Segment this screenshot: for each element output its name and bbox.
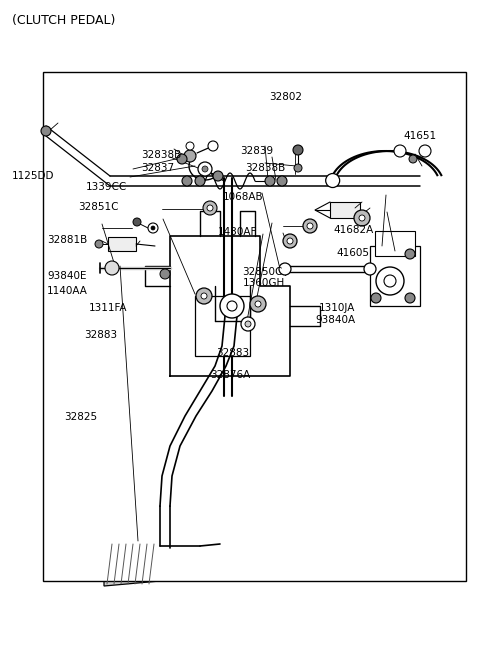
- Circle shape: [325, 174, 340, 188]
- Bar: [108, 237, 136, 251]
- Circle shape: [303, 219, 317, 233]
- Text: 41651: 41651: [403, 131, 436, 142]
- Circle shape: [265, 176, 275, 186]
- Text: 93840A: 93840A: [316, 315, 356, 325]
- Circle shape: [419, 145, 431, 157]
- Text: 32802: 32802: [269, 92, 302, 102]
- Text: 1430AF: 1430AF: [217, 226, 257, 237]
- Text: 32883: 32883: [84, 329, 117, 340]
- Circle shape: [105, 261, 119, 275]
- Text: 32881B: 32881B: [47, 235, 87, 245]
- Text: 32850C: 32850C: [242, 267, 283, 277]
- Text: 41682A: 41682A: [334, 224, 374, 235]
- Circle shape: [245, 321, 251, 327]
- Circle shape: [203, 201, 217, 215]
- Circle shape: [283, 234, 297, 248]
- Circle shape: [394, 145, 406, 157]
- Circle shape: [371, 293, 381, 303]
- Circle shape: [160, 269, 170, 279]
- Text: 41605: 41605: [336, 248, 369, 258]
- Text: 1310JA: 1310JA: [319, 303, 356, 314]
- Circle shape: [405, 293, 415, 303]
- Bar: [43, 72, 466, 581]
- Text: 93840E: 93840E: [47, 270, 86, 281]
- Circle shape: [207, 205, 213, 211]
- Circle shape: [241, 317, 255, 331]
- Circle shape: [279, 263, 291, 275]
- Circle shape: [287, 238, 293, 244]
- Circle shape: [227, 301, 237, 311]
- Text: 32851C: 32851C: [78, 202, 119, 213]
- Circle shape: [202, 166, 208, 172]
- Bar: [375, 231, 415, 256]
- Text: 32839: 32839: [240, 146, 273, 156]
- Circle shape: [148, 223, 158, 233]
- Circle shape: [364, 263, 376, 275]
- Text: 32838B: 32838B: [245, 163, 285, 173]
- Circle shape: [277, 176, 287, 186]
- Circle shape: [384, 275, 396, 287]
- Text: 1311FA: 1311FA: [89, 303, 127, 314]
- Bar: [330, 202, 360, 218]
- Bar: [370, 246, 420, 306]
- Circle shape: [213, 171, 223, 181]
- Text: 32838B: 32838B: [142, 150, 182, 160]
- Circle shape: [133, 218, 141, 226]
- Circle shape: [359, 215, 365, 221]
- Text: 1125DD: 1125DD: [12, 171, 55, 181]
- Circle shape: [255, 301, 261, 307]
- Text: (CLUTCH PEDAL): (CLUTCH PEDAL): [12, 14, 115, 27]
- Circle shape: [151, 226, 155, 230]
- Polygon shape: [104, 541, 160, 586]
- Bar: [195, 296, 250, 356]
- Circle shape: [201, 293, 207, 299]
- Circle shape: [405, 249, 415, 259]
- Polygon shape: [380, 136, 445, 166]
- Circle shape: [186, 142, 194, 150]
- Circle shape: [293, 145, 303, 155]
- Circle shape: [198, 162, 212, 176]
- Circle shape: [354, 210, 370, 226]
- Text: 1140AA: 1140AA: [47, 286, 88, 297]
- Circle shape: [220, 294, 244, 318]
- Circle shape: [184, 150, 196, 162]
- Circle shape: [177, 154, 187, 164]
- Text: 32876A: 32876A: [210, 370, 250, 380]
- Circle shape: [294, 164, 302, 172]
- Circle shape: [195, 176, 205, 186]
- Text: 1360GH: 1360GH: [242, 278, 285, 289]
- Text: 32883: 32883: [216, 348, 249, 358]
- Circle shape: [208, 141, 218, 151]
- Circle shape: [376, 267, 404, 295]
- Circle shape: [307, 223, 313, 229]
- Text: 1068AB: 1068AB: [223, 192, 264, 202]
- Circle shape: [409, 155, 417, 163]
- Circle shape: [95, 240, 103, 248]
- Text: 32837: 32837: [142, 163, 175, 173]
- Circle shape: [196, 288, 212, 304]
- Circle shape: [182, 176, 192, 186]
- Text: 1339CC: 1339CC: [85, 182, 127, 192]
- Text: 32825: 32825: [64, 411, 97, 422]
- Circle shape: [250, 296, 266, 312]
- Circle shape: [41, 126, 51, 136]
